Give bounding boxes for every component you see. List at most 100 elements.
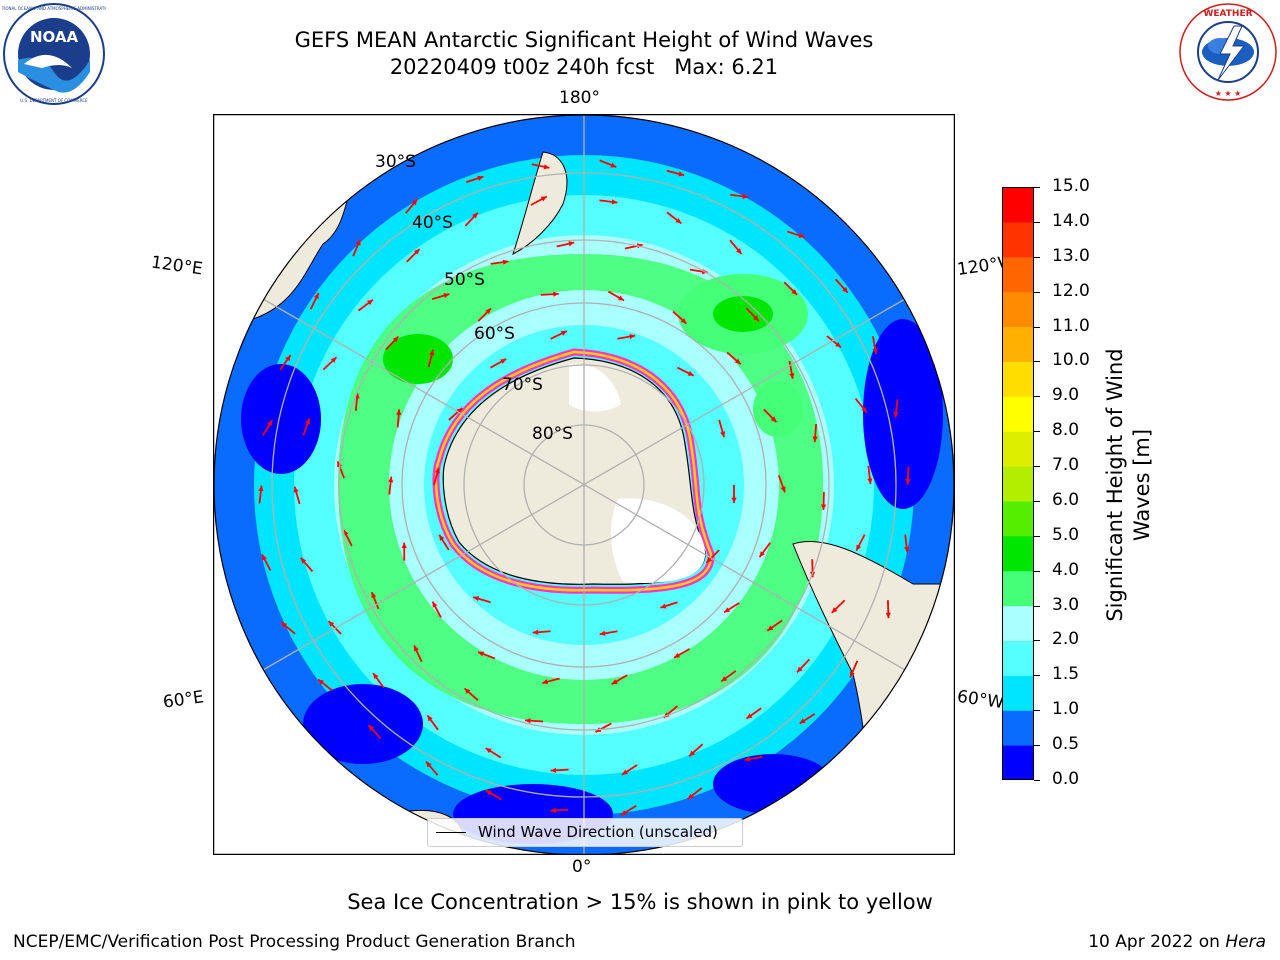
wind-arrow-head — [568, 241, 575, 247]
wind-arrow-head — [330, 357, 337, 363]
colorbar-tick-mark — [1034, 326, 1040, 328]
colorbar-segment — [1002, 710, 1034, 746]
wind-arrow-head — [485, 790, 492, 796]
colorbar-segment — [1002, 535, 1034, 572]
wind-arrow-head — [798, 232, 805, 238]
wind-arrow-head — [328, 621, 335, 627]
wind-arrow-head — [485, 748, 492, 754]
wind-arrow-head — [553, 291, 559, 297]
wind-arrow-head — [540, 196, 547, 202]
wind-arrow-head — [532, 629, 539, 635]
colorbar-tick-label: 6.0 — [1052, 489, 1080, 510]
colorbar-tick-mark — [1034, 256, 1040, 258]
wind-arrow-head — [759, 551, 765, 558]
wind-arrow-head — [550, 807, 556, 814]
wind-arrow-head — [439, 534, 445, 541]
wind-arrow-head — [478, 651, 485, 657]
wind-arrow-head — [885, 612, 891, 619]
svg-text:★ ★ ★: ★ ★ ★ — [1215, 89, 1242, 98]
colorbar-tick-label: 1.0 — [1052, 699, 1080, 720]
wind-arrow-head — [434, 467, 440, 474]
lat-label-50s: 50°S — [444, 270, 485, 290]
colorbar-segment — [1002, 466, 1034, 502]
wind-arrow-head — [799, 718, 806, 724]
wind-arrow-head — [472, 212, 478, 219]
colorbar-tick-mark — [1034, 291, 1040, 293]
colorbar-title: Significant Height of Wind Waves [m] — [1103, 348, 1154, 622]
wind-arrow-head — [366, 299, 373, 306]
colorbar-segment — [1002, 500, 1034, 537]
wind-arrow-head — [543, 164, 550, 170]
wind-arrow-head — [343, 529, 349, 536]
colorbar-tick-mark — [1034, 361, 1040, 363]
wind-arrow-head — [675, 218, 682, 224]
wind-arrow-head — [401, 542, 407, 549]
lat-label-60s: 60°S — [474, 324, 515, 344]
wind-arrow-head — [610, 162, 617, 168]
colorbar-tick-label: 7.0 — [1052, 455, 1080, 476]
wind-arrow-head — [305, 418, 311, 425]
noaa-logo: NOAA NATIONAL OCEANIC AND ATMOSPHERIC AD… — [0, 2, 112, 106]
wind-arrow-head — [689, 750, 695, 757]
new-zealand-land — [512, 151, 568, 255]
colorbar-tick-label: 10.0 — [1052, 350, 1090, 371]
colorbar-tick-label: 12.0 — [1052, 280, 1090, 301]
wind-arrow-head — [789, 373, 795, 379]
wind-arrow-head — [621, 769, 628, 775]
lat-label-30s: 30°S — [375, 152, 416, 172]
svg-text:U.S. DEPARTMENT OF COMMERCE: U.S. DEPARTMENT OF COMMERCE — [20, 98, 88, 103]
wind-arrow-head — [485, 308, 492, 315]
wind-arrow-head — [396, 409, 402, 416]
wind-arrow-head — [429, 349, 435, 356]
wind-arrow-head — [599, 630, 606, 636]
colorbar-tick-mark — [1034, 640, 1040, 642]
svg-text:WEATHER: WEATHER — [1203, 9, 1252, 19]
wind-arrow-head — [267, 420, 273, 427]
wind-arrow-head — [680, 318, 687, 324]
footer-branch: NCEP/EMC/Verification Post Processing Pr… — [13, 932, 576, 952]
wind-arrow-head — [660, 603, 667, 609]
wind-arrow-head — [427, 715, 433, 722]
wind-arrow-head — [300, 557, 307, 564]
wind-arrow-head — [502, 259, 509, 265]
wind-arrow-head — [742, 193, 749, 199]
wind-arrow-head — [355, 239, 361, 246]
colorbar-segment — [1002, 221, 1034, 258]
wind-arrow-head — [767, 625, 774, 631]
colorbar-tick-label: 4.0 — [1052, 559, 1080, 580]
wind-arrow-head — [674, 652, 680, 658]
colorbar-tick-label: 0.5 — [1052, 734, 1080, 755]
wind-arrow-head — [678, 171, 685, 177]
colorbar-segment — [1002, 256, 1034, 293]
title-line1: GEFS MEAN Antarctic Significant Height o… — [294, 28, 874, 52]
lat-label-80s: 80°S — [532, 424, 573, 444]
colorbar-tick-label: 2.0 — [1052, 629, 1080, 650]
colorbar — [1002, 187, 1034, 781]
wind-arrow-head — [464, 688, 471, 695]
colorbar-tick-mark — [1034, 605, 1040, 607]
wind-arrow-head — [835, 341, 841, 348]
wind-arrow-head — [293, 486, 299, 493]
wind-arrow-head — [905, 479, 911, 485]
wind-arrow-head — [753, 315, 759, 322]
wind-arrow-head — [477, 175, 484, 181]
colorbar-border — [1002, 187, 1034, 780]
wind-arrow-head — [904, 546, 910, 553]
wind-arrow-head — [791, 289, 798, 295]
graticule — [214, 115, 954, 855]
svg-text:NATIONAL OCEANIC AND ATMOSPHER: NATIONAL OCEANIC AND ATMOSPHERIC ADMINIS… — [2, 6, 106, 11]
colorbar-segment — [1002, 291, 1034, 328]
footer-date: 10 Apr 2022 on Hera — [1088, 932, 1266, 952]
lon-label-180: 180° — [559, 88, 600, 108]
lon-label-60w: 60°W — [955, 686, 1006, 714]
wind-arrow-head — [842, 286, 848, 293]
wind-arrow-head — [721, 676, 728, 682]
wind-arrow-head — [411, 199, 418, 206]
wind-arrow-head — [872, 348, 878, 354]
colorbar-segment — [1002, 187, 1034, 223]
colorbar-tick-mark — [1034, 710, 1040, 712]
colorbar-tick-label: 9.0 — [1052, 385, 1080, 406]
wind-arrow-head — [500, 358, 507, 364]
colorbar-tick-mark — [1034, 535, 1040, 537]
nws-logo: WEATHER ★ ★ ★ — [1178, 2, 1278, 102]
